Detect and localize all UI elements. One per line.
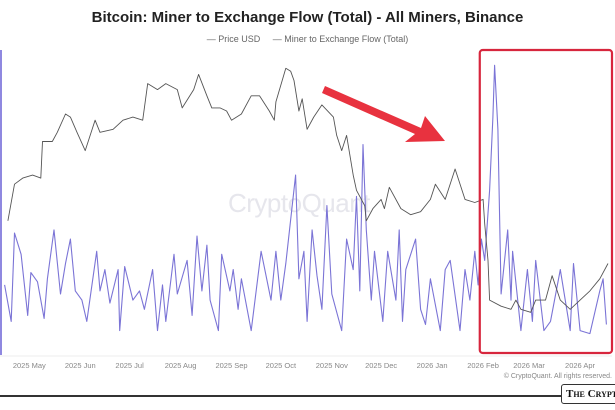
- legend-item-flow[interactable]: — Miner to Exchange Flow (Total): [272, 34, 409, 44]
- x-tick-label: 2025 Sep: [215, 361, 248, 370]
- copyright-text: © CryptoQuant. All rights reserved.: [503, 373, 612, 380]
- series-miner-flow-line: [4, 64, 607, 335]
- x-tick-label: 2025 Aug: [164, 361, 197, 370]
- chart-legend: — Price USD — Miner to Exchange Flow (To…: [0, 34, 615, 44]
- series-price-usd-line: [7, 67, 609, 313]
- chart-title: Bitcoin: Miner to Exchange Flow (Total) …: [91, 9, 524, 26]
- x-tick-label: 2025 Oct: [265, 361, 297, 370]
- footer-divider: [0, 395, 565, 397]
- x-tick-label: 2025 Dec: [365, 361, 398, 370]
- red-arrow-annotation: [322, 86, 445, 142]
- highlight-box: [478, 48, 614, 355]
- x-tick-label: 2025 Nov: [315, 361, 348, 370]
- watermark: CryptoQuant: [228, 188, 370, 218]
- x-tick-label: 2026 Feb: [467, 361, 499, 370]
- x-tick-label: 2026 Apr: [565, 361, 596, 370]
- x-tick-label: 2026 Mar: [513, 361, 545, 370]
- x-tick-label: 2025 Jul: [115, 361, 144, 370]
- publisher-logo: The Crypto: [561, 384, 615, 404]
- x-tick-label: 2025 Jun: [64, 361, 96, 370]
- legend-label-flow: Miner to Exchange Flow (Total): [284, 34, 409, 44]
- x-tick-label: 2025 May: [12, 361, 46, 370]
- legend-label-price: Price USD: [218, 34, 261, 44]
- x-tick-label: 2026 Jan: [416, 361, 448, 370]
- legend-item-price[interactable]: — Price USD: [206, 34, 261, 44]
